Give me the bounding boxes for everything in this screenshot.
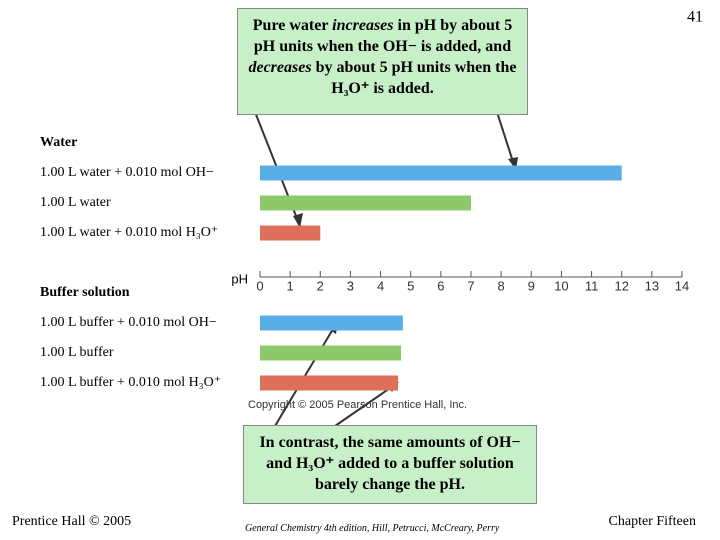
- arrow: [334, 383, 397, 427]
- arrowhead: [293, 213, 303, 228]
- bar: [260, 225, 321, 241]
- bar: [260, 165, 622, 181]
- callout-text: Pure water: [252, 17, 333, 34]
- category-label: 1.00 L buffer: [40, 345, 114, 360]
- footer-center: General Chemistry 4th edition, Hill, Pet…: [245, 523, 500, 534]
- callout-text: in pH by about 5 pH units when the OH− i…: [253, 17, 513, 55]
- bar: [260, 195, 471, 211]
- x-tick-label: 7: [467, 278, 474, 293]
- x-tick-label: 2: [317, 278, 324, 293]
- x-tick-label: 1: [287, 278, 294, 293]
- bar: [260, 315, 403, 331]
- x-axis-label: pH: [231, 271, 248, 286]
- category-label: 1.00 L water + 0.010 mol H₃O⁺: [40, 225, 218, 240]
- callout-text: by about 5 pH units when the H₃O⁺ is add…: [311, 59, 517, 97]
- callout: In contrast, the same amounts of OH− and…: [243, 425, 537, 504]
- category-label: 1.00 L buffer + 0.010 mol OH−: [40, 315, 217, 330]
- callout-text: In contrast, the same amounts of OH− and…: [259, 434, 521, 493]
- x-tick-label: 8: [498, 278, 505, 293]
- footer-left: Prentice Hall © 2005: [12, 514, 132, 529]
- copyright: Copyright © 2005 Pearson Prentice Hall, …: [248, 399, 467, 411]
- x-tick-label: 12: [614, 278, 628, 293]
- footer-right: Chapter Fifteen: [608, 514, 696, 529]
- x-tick-label: 5: [407, 278, 414, 293]
- arrow: [274, 323, 337, 427]
- callout: Pure water increases in pH by about 5 pH…: [237, 8, 528, 115]
- x-tick-label: 11: [585, 278, 599, 293]
- x-tick-label: 10: [554, 278, 568, 293]
- group-label: Water: [40, 135, 77, 150]
- bar: [260, 375, 399, 391]
- x-tick-label: 14: [675, 278, 689, 293]
- category-label: 1.00 L water: [40, 195, 111, 210]
- callout-text: increases: [332, 17, 394, 34]
- x-tick-label: 6: [437, 278, 444, 293]
- x-tick-label: 4: [377, 278, 384, 293]
- category-label: 1.00 L water + 0.010 mol OH−: [40, 165, 214, 180]
- x-tick-label: 13: [645, 278, 659, 293]
- x-tick-label: 3: [347, 278, 354, 293]
- category-label: 1.00 L buffer + 0.010 mol H₃O⁺: [40, 375, 221, 390]
- page-number: 41: [687, 9, 703, 26]
- callout-text: decreases: [248, 59, 312, 76]
- group-label: Buffer solution: [40, 285, 130, 300]
- x-tick-label: 9: [528, 278, 535, 293]
- bar: [260, 345, 402, 361]
- x-tick-label: 0: [256, 278, 263, 293]
